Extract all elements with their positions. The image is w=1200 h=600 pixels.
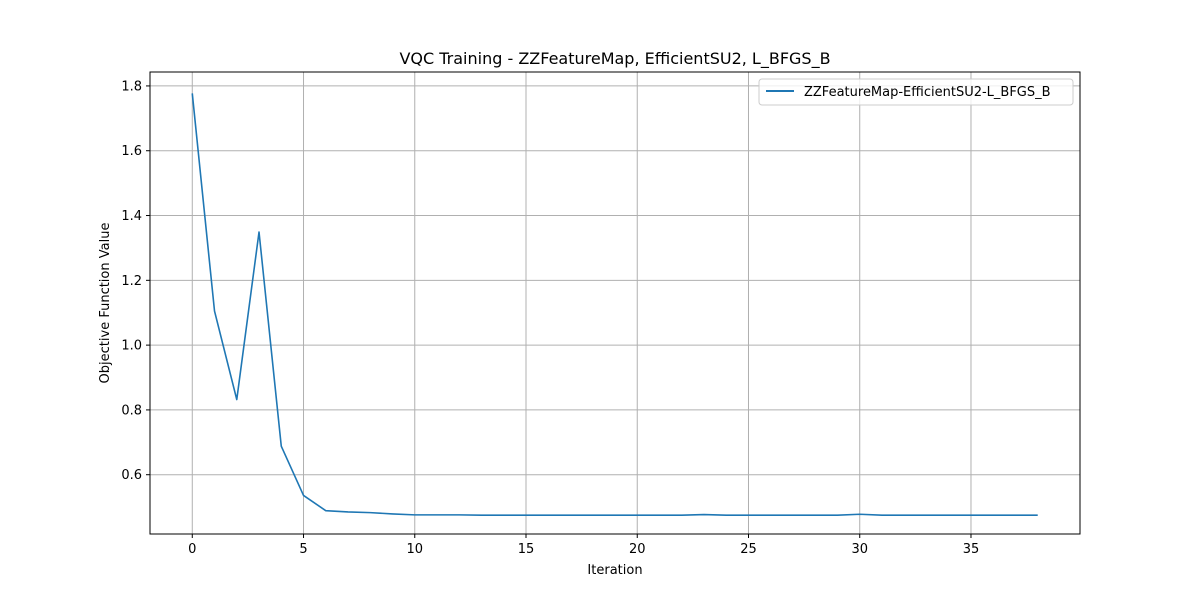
legend: ZZFeatureMap-EfficientSU2-L_BFGS_B: [758, 78, 1074, 106]
chart-title: VQC Training - ZZFeatureMap, EfficientSU…: [399, 49, 830, 69]
x-axis-label: Iteration: [587, 563, 642, 578]
x-tick-label: 0: [188, 542, 196, 557]
y-tick-label: 1.4: [121, 209, 142, 224]
series-layer: [191, 93, 1038, 517]
y-tick-label: 0.6: [121, 468, 142, 483]
y-tick-label: 1.2: [121, 274, 142, 289]
x-tick-label: 15: [518, 542, 535, 557]
legend-box: [758, 78, 1074, 106]
ticks: 0 5 10 15 20 25 30 35 0.6 0.8 1.0 1.2 1.4 1.6 1.8: [121, 79, 979, 557]
y-axis-label: Objective Function Value: [98, 223, 113, 384]
plot-frame: [149, 71, 1081, 535]
series-line: [191, 93, 1038, 517]
x-tick-label: 10: [406, 542, 423, 557]
y-tick-label: 1.8: [121, 79, 142, 94]
x-tick-label: 5: [299, 542, 307, 557]
x-tick-label: 30: [851, 542, 868, 557]
x-tick-label: 25: [740, 542, 757, 557]
grid: [150, 72, 1080, 534]
y-tick-label: 1.6: [121, 144, 142, 159]
legend-label: ZZFeatureMap-EfficientSU2-L_BFGS_B: [804, 85, 1051, 100]
y-tick-label: 0.8: [121, 403, 142, 418]
x-tick-label: 35: [963, 542, 980, 557]
y-tick-label: 1.0: [121, 339, 142, 354]
x-tick-label: 20: [629, 542, 646, 557]
